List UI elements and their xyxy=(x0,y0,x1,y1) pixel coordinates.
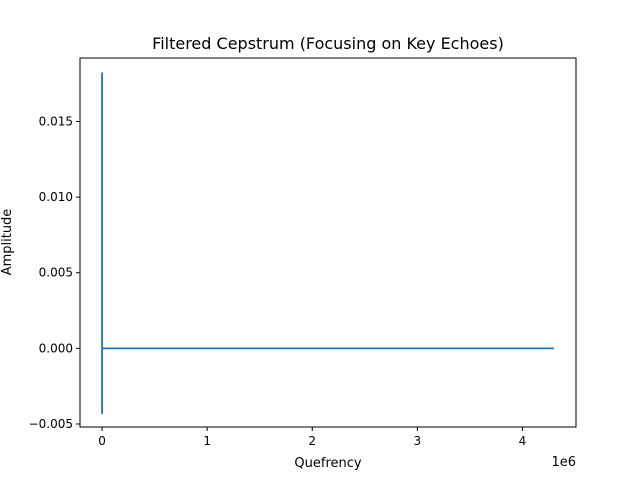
x-tick-label: 3 xyxy=(414,434,422,448)
y-tick-label: −0.005 xyxy=(29,417,73,431)
x-tick-label: 1 xyxy=(203,434,211,448)
y-axis: −0.005 0.000 0.005 0.010 0.015 xyxy=(29,115,80,431)
x-tick-label: 0 xyxy=(98,434,106,448)
x-tick-label: 4 xyxy=(519,434,527,448)
series-group xyxy=(101,72,554,415)
y-tick-label: 0.015 xyxy=(39,115,73,129)
x-tick-label: 2 xyxy=(308,434,316,448)
plot-frame xyxy=(79,57,577,428)
y-tick-label: 0.005 xyxy=(39,266,73,280)
chart-title: Filtered Cepstrum (Focusing on Key Echoe… xyxy=(152,34,504,53)
y-tick-label: 0.000 xyxy=(39,341,73,355)
x-axis-label: Quefrency xyxy=(294,456,361,471)
y-tick-label: 0.010 xyxy=(39,190,73,204)
x-axis-offset-label: 1e6 xyxy=(551,455,576,470)
series-line xyxy=(101,72,554,415)
y-axis-label: Amplitude xyxy=(0,209,15,276)
x-axis: 0 1 2 3 4 xyxy=(98,427,526,448)
